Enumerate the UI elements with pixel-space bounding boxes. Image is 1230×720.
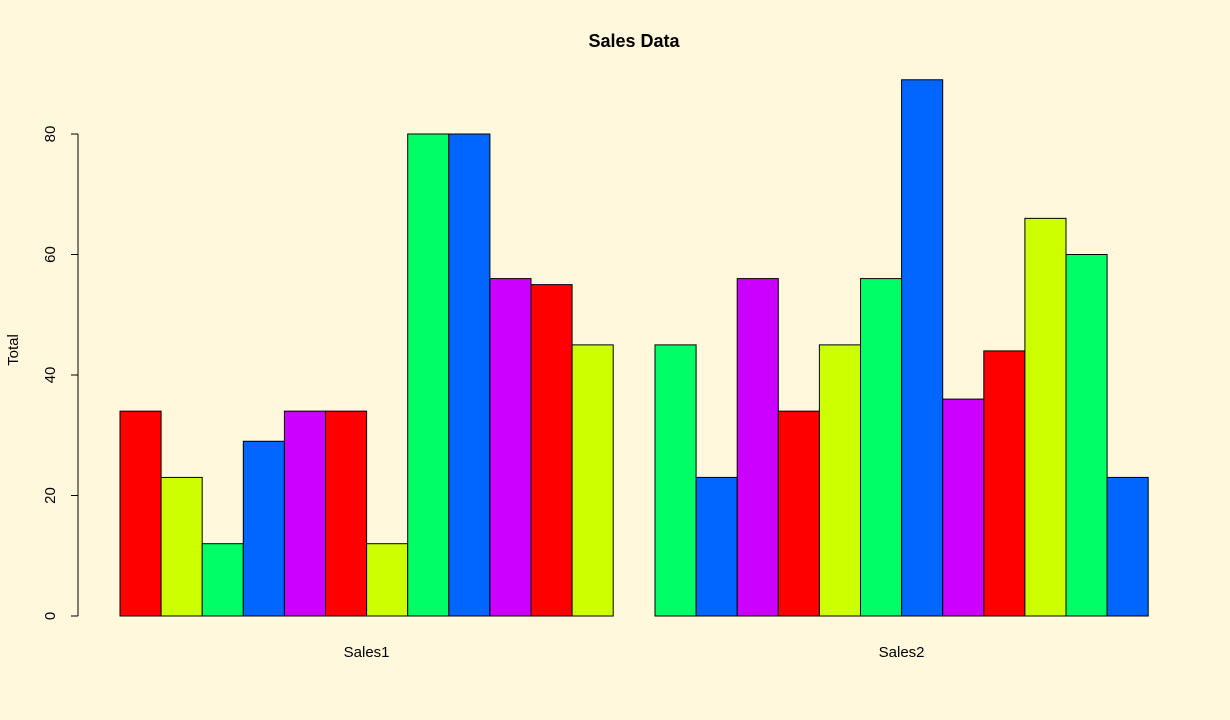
y-axis: 0 20 40 60 80 xyxy=(42,126,79,620)
bar-sales2-7 xyxy=(901,79,944,617)
bar-sales2-2 xyxy=(695,476,738,617)
bar-sales2-6 xyxy=(860,278,903,617)
bar-sales1-7 xyxy=(366,543,409,617)
bar-sales2-12 xyxy=(1106,476,1149,617)
bar-sales1-3 xyxy=(201,543,244,617)
bar-sales1-4 xyxy=(242,440,285,617)
bar-sales1-8 xyxy=(407,133,450,617)
bar-sales2-4 xyxy=(777,410,820,617)
bar-sales1-10 xyxy=(489,278,532,617)
bar-sales1-12 xyxy=(571,344,614,617)
y-tick-label-80: 80 xyxy=(42,126,59,143)
y-tick-label-0: 0 xyxy=(42,612,59,620)
bars xyxy=(119,79,1149,617)
chart-title: Sales Data xyxy=(588,31,680,51)
y-axis-label: Total xyxy=(5,334,22,366)
bar-sales2-8 xyxy=(942,398,985,617)
bar-sales1-2 xyxy=(160,476,203,617)
y-tick-label-60: 60 xyxy=(42,246,59,263)
x-category-label-sales1: Sales1 xyxy=(344,644,390,661)
bar-sales2-10 xyxy=(1024,217,1067,617)
bar-sales1-11 xyxy=(530,284,573,617)
bar-sales2-1 xyxy=(654,344,697,617)
bar-sales2-9 xyxy=(983,350,1026,617)
bar-sales1-5 xyxy=(283,410,326,617)
bar-sales2-3 xyxy=(736,278,779,617)
bar-sales1-9 xyxy=(448,133,491,617)
bar-sales1-6 xyxy=(325,410,368,617)
bar-sales2-11 xyxy=(1065,254,1108,617)
bar-sales2-5 xyxy=(818,344,862,617)
y-tick-label-20: 20 xyxy=(42,487,59,504)
x-category-label-sales2: Sales2 xyxy=(879,644,925,661)
y-tick-label-40: 40 xyxy=(42,367,59,384)
group-labels: Sales1 Sales2 xyxy=(344,644,925,661)
bar-sales1-1 xyxy=(119,410,162,617)
